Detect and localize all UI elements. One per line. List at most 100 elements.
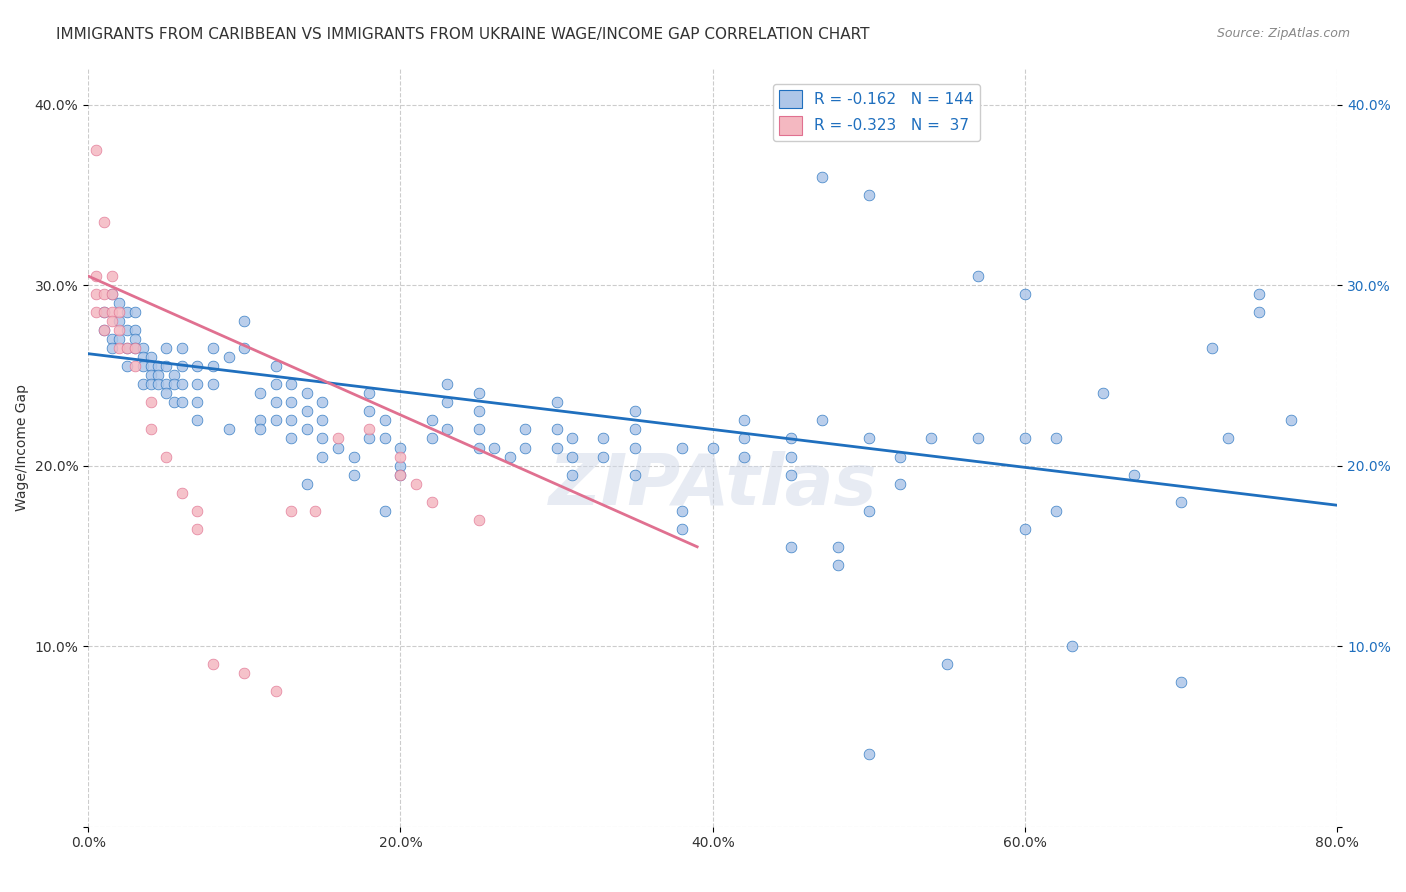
Point <box>139 359 162 374</box>
Point <box>779 540 801 554</box>
Point <box>295 386 318 401</box>
Point <box>623 422 645 436</box>
Point <box>115 359 138 374</box>
Point <box>139 351 162 365</box>
Point <box>202 359 225 374</box>
Point <box>733 450 755 464</box>
Point <box>170 341 193 355</box>
Point <box>280 432 302 446</box>
Point <box>1216 432 1239 446</box>
Point <box>1170 675 1192 690</box>
Point <box>671 504 693 518</box>
Point <box>264 395 287 409</box>
Point <box>623 441 645 455</box>
Point <box>100 305 122 319</box>
Point <box>1045 432 1067 446</box>
Point <box>920 432 942 446</box>
Point <box>108 314 131 328</box>
Text: ZIPAtlas: ZIPAtlas <box>548 451 877 520</box>
Point <box>148 359 170 374</box>
Point <box>163 368 186 383</box>
Point <box>733 432 755 446</box>
Point <box>359 404 381 418</box>
Point <box>436 377 458 392</box>
Point <box>295 422 318 436</box>
Point <box>124 323 146 337</box>
Point <box>155 359 177 374</box>
Point <box>304 504 326 518</box>
Point <box>779 450 801 464</box>
Point <box>202 657 225 671</box>
Point <box>1170 494 1192 508</box>
Point <box>561 467 583 482</box>
Point <box>561 450 583 464</box>
Point <box>1123 467 1146 482</box>
Point <box>702 441 724 455</box>
Point <box>592 450 614 464</box>
Point <box>115 323 138 337</box>
Point <box>389 458 412 473</box>
Point <box>100 332 122 346</box>
Point <box>858 747 880 762</box>
Point <box>671 522 693 536</box>
Point <box>124 341 146 355</box>
Point <box>889 476 911 491</box>
Point <box>374 432 396 446</box>
Point <box>186 504 208 518</box>
Point <box>124 359 146 374</box>
Point <box>311 413 333 427</box>
Y-axis label: Wage/Income Gap: Wage/Income Gap <box>15 384 30 511</box>
Point <box>515 441 537 455</box>
Point <box>482 441 505 455</box>
Point <box>420 494 443 508</box>
Point <box>84 287 107 301</box>
Point <box>218 422 240 436</box>
Point <box>155 341 177 355</box>
Point <box>858 187 880 202</box>
Point <box>249 413 271 427</box>
Point <box>233 666 256 681</box>
Point <box>546 441 568 455</box>
Point <box>264 359 287 374</box>
Point <box>467 422 489 436</box>
Point <box>561 432 583 446</box>
Text: IMMIGRANTS FROM CARIBBEAN VS IMMIGRANTS FROM UKRAINE WAGE/INCOME GAP CORRELATION: IMMIGRANTS FROM CARIBBEAN VS IMMIGRANTS … <box>56 27 870 42</box>
Point <box>811 413 834 427</box>
Point <box>148 377 170 392</box>
Point <box>124 305 146 319</box>
Point <box>108 332 131 346</box>
Point <box>967 432 990 446</box>
Point <box>592 432 614 446</box>
Point <box>202 341 225 355</box>
Point <box>343 467 366 482</box>
Point <box>467 404 489 418</box>
Point <box>671 441 693 455</box>
Point <box>124 332 146 346</box>
Point <box>420 413 443 427</box>
Point <box>264 413 287 427</box>
Point <box>93 287 115 301</box>
Point <box>139 395 162 409</box>
Point <box>343 450 366 464</box>
Point <box>295 404 318 418</box>
Point <box>280 377 302 392</box>
Point <box>139 377 162 392</box>
Point <box>124 341 146 355</box>
Point <box>936 657 959 671</box>
Point <box>359 432 381 446</box>
Point <box>84 305 107 319</box>
Point <box>389 467 412 482</box>
Point <box>186 522 208 536</box>
Point <box>467 386 489 401</box>
Point <box>1045 504 1067 518</box>
Point <box>733 413 755 427</box>
Point <box>623 467 645 482</box>
Point <box>280 413 302 427</box>
Point <box>311 450 333 464</box>
Point <box>100 268 122 283</box>
Point <box>389 450 412 464</box>
Point <box>132 341 155 355</box>
Point <box>389 467 412 482</box>
Point <box>546 422 568 436</box>
Point <box>93 305 115 319</box>
